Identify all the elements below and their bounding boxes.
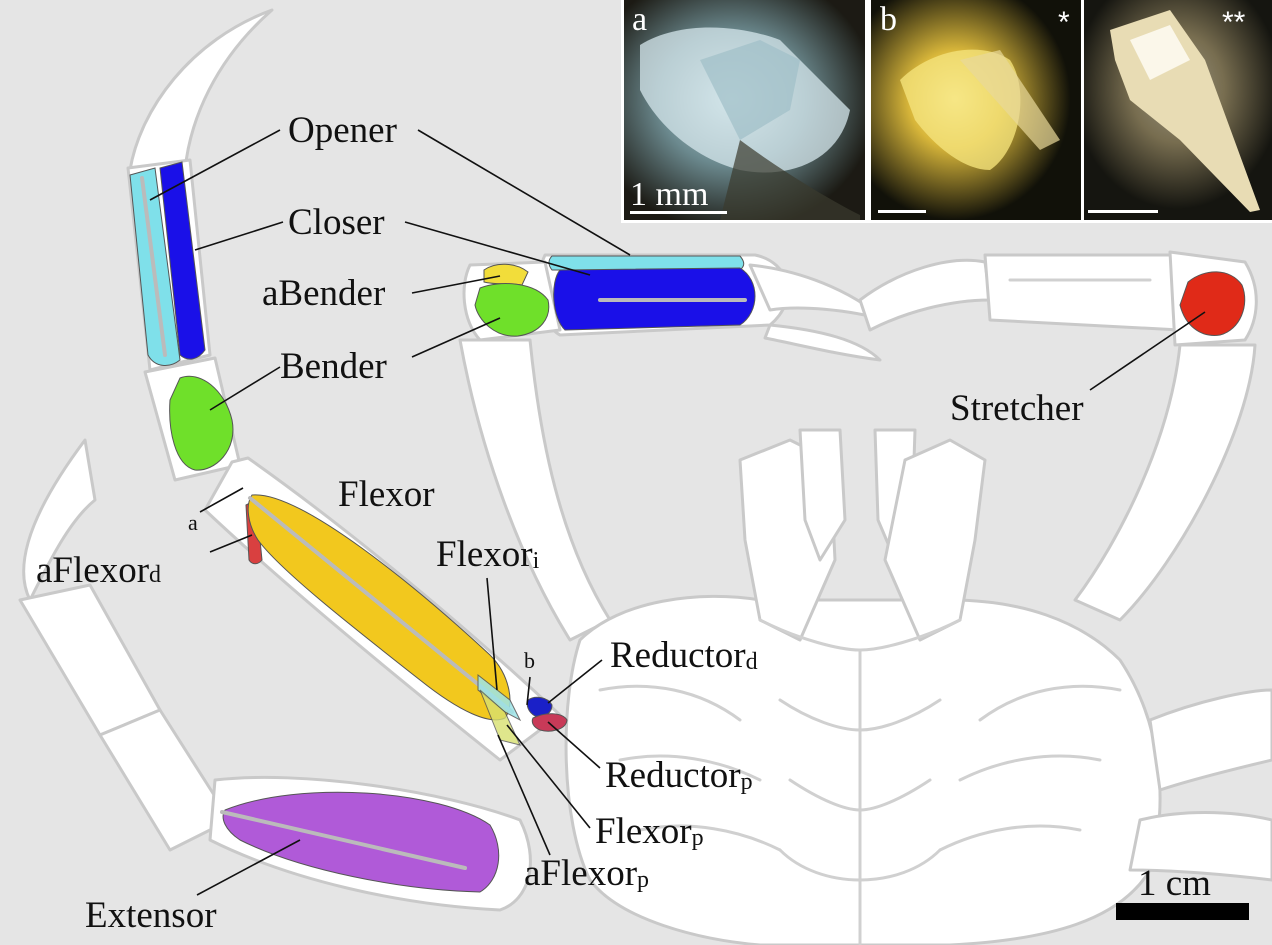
label-aflexor-d-main: aFlexor <box>36 550 149 591</box>
label-flexor-p: Flexorp <box>595 811 704 852</box>
label-abender: aBender <box>262 273 385 314</box>
flexor-p-muscle <box>479 689 521 746</box>
inset-b-left-scale-line <box>878 210 926 213</box>
right-leg-merus <box>1073 343 1257 622</box>
label-a-marker: a <box>188 510 198 535</box>
right-claw-propodus <box>983 253 1182 332</box>
label-aflexor-d-sub: d <box>149 562 161 588</box>
label-aflexor-p: aFlexorp <box>524 853 649 894</box>
muscles <box>129 161 1246 893</box>
scale-bar-1cm: 1 cm <box>1116 863 1249 920</box>
right-lower-leg <box>1148 688 1272 792</box>
maxilliped-center-left <box>798 428 847 562</box>
label-reductor-d-sub: d <box>746 649 758 675</box>
bender-muscle-upper <box>169 375 234 471</box>
label-aflexor-p-sub: p <box>637 867 649 893</box>
label-reductor-d-main: Reductor <box>610 635 746 676</box>
label-reductor-p-sub: p <box>741 769 753 795</box>
label-flexor-p-main: Flexor <box>595 811 692 852</box>
maxilliped-right <box>883 438 987 642</box>
inset-b-letter: b <box>880 1 897 38</box>
upper-leg-dactyl <box>128 8 274 172</box>
label-bender: Bender <box>280 346 387 387</box>
inset-a-scale-line <box>630 211 727 214</box>
flexor-i-muscle <box>477 673 522 722</box>
label-flexor-i: Flexori <box>436 534 540 575</box>
label-reductor-p-main: Reductor <box>605 755 741 796</box>
label-extensor: Extensor <box>85 895 217 936</box>
inset-panel-b-right: ** <box>1083 0 1272 220</box>
label-opener: Opener <box>288 110 397 151</box>
inset-b-right-mark: ** <box>1222 6 1246 39</box>
label-aflexor-d: aFlexord <box>36 550 161 591</box>
scale-bar-line <box>1116 903 1249 920</box>
label-flexor-i-main: Flexor <box>436 534 533 575</box>
scale-bar-label: 1 cm <box>1138 863 1211 904</box>
label-b-marker: b <box>524 648 535 673</box>
lower-leg-propodus <box>18 583 162 737</box>
inset-b-right-scale-line <box>1088 210 1158 213</box>
label-flexor-p-sub: p <box>692 825 704 851</box>
left-claw-merus <box>458 338 612 642</box>
labels: Opener Closer aBender Bender Stretcher F… <box>36 110 1084 936</box>
label-flexor: Flexor <box>338 474 435 515</box>
inset-a-scale-label: 1 mm <box>630 176 708 213</box>
closer-muscle-upper <box>159 161 206 360</box>
label-reductor-p: Reductorp <box>605 755 753 796</box>
right-lower-leg-2 <box>1128 811 1272 882</box>
label-closer: Closer <box>288 202 385 243</box>
flexor-apodeme <box>248 496 514 714</box>
label-stretcher: Stretcher <box>950 388 1084 429</box>
label-reductor-d: Reductord <box>610 635 758 676</box>
label-flexor-i-sub: i <box>533 548 540 574</box>
extensor-apodeme <box>220 810 467 870</box>
right-claw-fingers <box>858 258 992 332</box>
leader-lines <box>149 129 1206 896</box>
stretcher-muscle <box>1179 271 1246 336</box>
inset-a-letter: a <box>632 1 647 38</box>
inset-panels: a 1 mm b * ** <box>621 0 1272 223</box>
sternum-lines <box>598 278 1152 945</box>
inset-b-left-mark: * <box>1058 6 1070 39</box>
upper-leg-apodeme <box>140 176 167 357</box>
inset-panel-b-left: b * <box>871 0 1081 220</box>
label-aflexor-p-main: aFlexor <box>524 853 637 894</box>
inset-panel-a: a 1 mm <box>623 0 865 220</box>
